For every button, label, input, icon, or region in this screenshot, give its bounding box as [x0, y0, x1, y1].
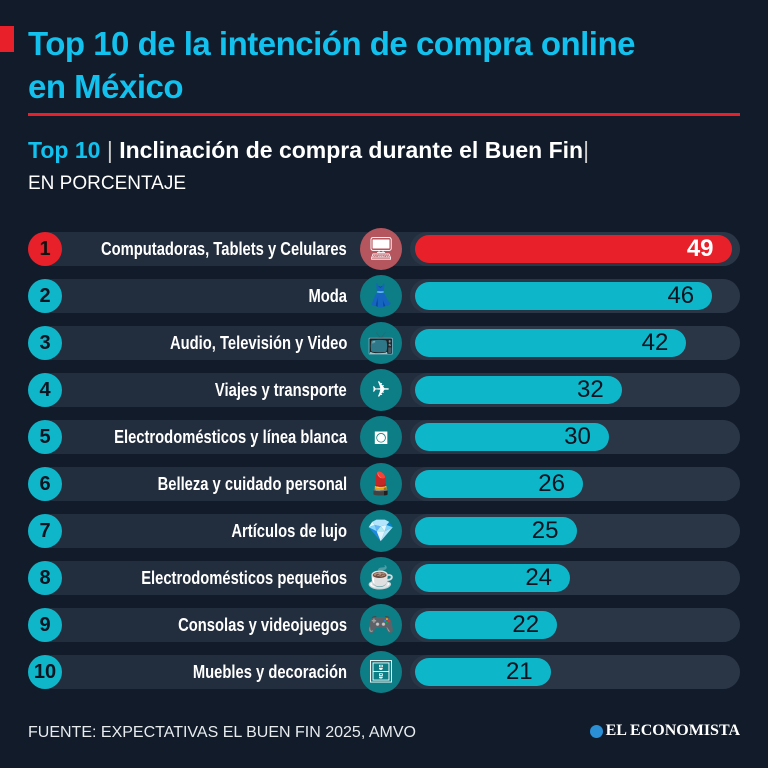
category-label: Moda [308, 286, 347, 306]
chart-row: 1 Computadoras, Tablets y Celulares 🖥 49 [28, 228, 740, 270]
subtitle-highlight: Top 10 [28, 137, 101, 163]
bar [415, 282, 713, 310]
airplane-icon: ✈ [360, 369, 402, 411]
chart-row: 5 Electrodomésticos y línea blanca ◙ 30 [28, 416, 740, 458]
dress-icon: 👗 [360, 275, 402, 317]
category-label: Computadoras, Tablets y Celulares [101, 239, 347, 259]
rank-badge: 3 [28, 326, 62, 360]
value-label: 42 [641, 329, 669, 356]
chart-row: 4 Viajes y transporte ✈ 32 [28, 369, 740, 411]
subtitle-text: Inclinación de compra durante el Buen Fi… [119, 137, 584, 163]
value-label: 24 [525, 564, 553, 591]
category-label: Belleza y cuidado personal [157, 474, 347, 494]
divider [28, 113, 740, 116]
category-label: Electrodomésticos pequeños [141, 568, 347, 588]
diamond-icon: 💎 [360, 510, 402, 552]
value-label: 21 [505, 658, 533, 685]
bar [415, 376, 622, 404]
value-label: 22 [512, 611, 540, 638]
bar [415, 470, 583, 498]
rank-badge: 9 [28, 608, 62, 642]
rank-badge: 4 [28, 373, 62, 407]
accent-mark [0, 26, 14, 52]
subtitle-end: | [583, 137, 590, 163]
value-label: 32 [577, 376, 604, 403]
chart-row: 8 Electrodomésticos pequeños ☕ 24 [28, 557, 740, 599]
subtitle-separator: | [106, 137, 113, 163]
furniture-icon: 🗄 [360, 651, 402, 693]
value-label: 26 [538, 470, 565, 497]
logo-text: EL ECONOMISTA [605, 722, 740, 739]
bar [415, 564, 571, 592]
chart-row: 9 Consolas y videojuegos 🎮 22 [28, 604, 740, 646]
bar [415, 658, 551, 686]
chart-subtitle: Top 10 | Inclinación de compra durante e… [28, 137, 589, 164]
chart-row: 10 Muebles y decoración 🗄 21 [28, 651, 740, 693]
category-label: Viajes y transporte [215, 380, 347, 400]
chart-row: 3 Audio, Televisión y Video 📺 42 [28, 322, 740, 364]
game-console-icon: 🎮 [360, 604, 402, 646]
category-label: Consolas y videojuegos [178, 615, 347, 635]
computer-devices-icon: 🖥 [360, 228, 402, 270]
category-label: Electrodomésticos y línea blanca [114, 427, 347, 447]
bar [415, 329, 687, 357]
rank-badge: 7 [28, 514, 62, 548]
rank-badge: 8 [28, 561, 62, 595]
bar [415, 517, 577, 545]
rank-badge: 1 [28, 232, 62, 266]
washing-machine-icon: ◙ [360, 416, 402, 458]
rank-badge: 5 [28, 420, 62, 454]
bar [415, 235, 732, 263]
chart-row: 7 Artículos de lujo 💎 25 [28, 510, 740, 552]
value-label: 46 [667, 282, 695, 309]
globe-icon [589, 724, 603, 738]
page-title: Top 10 de la intención de compra online … [28, 25, 635, 105]
rank-badge: 10 [28, 655, 62, 689]
unit-label: EN PORCENTAJE [28, 173, 187, 194]
brand-logo: EL ECONOMISTA [589, 722, 740, 740]
rank-badge: 2 [28, 279, 62, 313]
category-label: Muebles y decoración [192, 662, 347, 682]
value-label: 30 [564, 423, 591, 450]
chart-row: 6 Belleza y cuidado personal 💄 26 [28, 463, 740, 505]
coffee-maker-icon: ☕ [360, 557, 402, 599]
value-label: 49 [686, 235, 714, 262]
category-label: Artículos de lujo [231, 521, 347, 541]
tv-icon: 📺 [360, 322, 402, 364]
bar [415, 423, 609, 451]
category-label: Audio, Televisión y Video [169, 333, 347, 353]
rank-badge: 6 [28, 467, 62, 501]
source-note: FUENTE: EXPECTATIVAS EL BUEN FIN 2025, A… [28, 724, 416, 741]
cosmetics-icon: 💄 [360, 463, 402, 505]
bar [415, 611, 558, 639]
chart-row: 2 Moda 👗 46 [28, 275, 740, 317]
value-label: 25 [531, 517, 559, 544]
